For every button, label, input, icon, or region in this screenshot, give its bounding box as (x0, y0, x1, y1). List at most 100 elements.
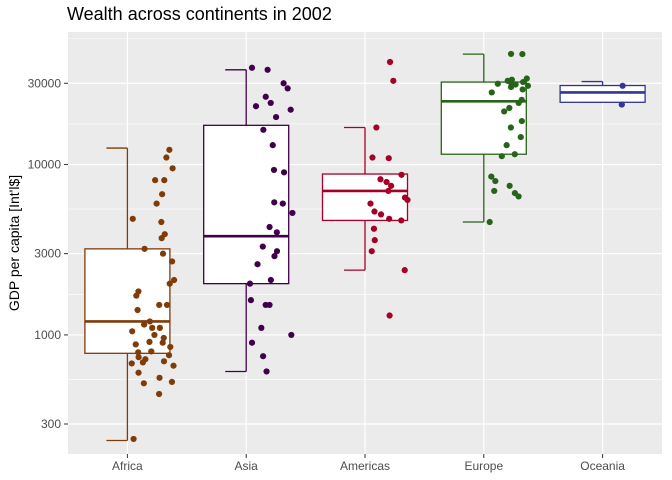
data-point (377, 211, 385, 218)
data-point (515, 99, 522, 107)
x-tick-label: Asia (235, 459, 259, 473)
data-point (161, 177, 168, 184)
y-axis: 300 1000 3000 10000 30000 (28, 76, 68, 431)
box-iqr (84, 248, 171, 354)
y-tick-label: 10000 (28, 158, 62, 172)
data-point (488, 173, 495, 180)
data-point (373, 124, 380, 131)
data-point (492, 177, 499, 185)
data-point (246, 280, 254, 287)
data-point (267, 99, 274, 107)
data-point (404, 196, 411, 204)
data-point (252, 103, 260, 110)
box-europe (440, 53, 527, 223)
data-point (511, 151, 518, 158)
data-point (140, 380, 147, 387)
data-point (280, 169, 288, 176)
box-iqr (559, 84, 646, 103)
data-point (135, 354, 142, 361)
data-point (146, 318, 153, 325)
data-point (263, 368, 270, 375)
data-point (518, 117, 525, 125)
x-tick-label: Americas (340, 459, 390, 473)
data-point (371, 237, 378, 244)
data-point (519, 51, 526, 58)
data-point (129, 215, 136, 222)
data-point (367, 200, 374, 207)
data-point (486, 218, 493, 226)
data-point (156, 374, 163, 381)
data-points (128, 50, 626, 443)
data-point (388, 182, 395, 189)
data-point (271, 199, 278, 206)
data-point (390, 77, 397, 84)
data-point (165, 352, 173, 359)
points-africa (128, 146, 178, 443)
box-americas (321, 126, 409, 271)
box-iqr (440, 81, 527, 155)
data-point (152, 177, 159, 184)
data-point (488, 89, 495, 96)
data-point (160, 334, 167, 342)
data-point (248, 64, 256, 71)
data-point (368, 248, 375, 255)
data-point (262, 301, 269, 309)
data-point (284, 85, 291, 92)
box-oceania (559, 80, 646, 103)
x-tick-label: Oceania (580, 459, 625, 473)
x-tick-label: Europe (464, 459, 503, 473)
data-point (503, 142, 510, 149)
x-axis: Africa Asia Americas Europe Oceania (112, 454, 625, 473)
data-point (158, 218, 165, 226)
data-point (247, 297, 255, 304)
x-tick-label: Africa (112, 459, 143, 473)
data-point (148, 348, 155, 355)
data-point (266, 223, 273, 231)
data-point (398, 217, 405, 224)
points-americas (367, 58, 411, 319)
data-point (139, 359, 147, 366)
data-point (171, 276, 178, 284)
data-point (370, 225, 378, 232)
data-point (260, 126, 267, 133)
data-point (163, 154, 170, 161)
data-point (134, 306, 141, 314)
y-axis-title: GDP per capita [Int'l$] (6, 175, 22, 311)
data-point (524, 82, 532, 89)
data-point (166, 146, 173, 153)
data-point (385, 155, 392, 162)
data-point (377, 176, 384, 183)
data-point (254, 261, 261, 268)
data-point (153, 200, 160, 207)
data-point (507, 50, 515, 58)
data-point (158, 235, 165, 242)
data-point (386, 312, 393, 319)
points-oceania (618, 82, 626, 108)
data-point (159, 250, 167, 257)
data-point (498, 153, 505, 160)
data-point (156, 390, 163, 398)
data-point (130, 435, 137, 443)
data-point (156, 324, 164, 331)
data-point (163, 301, 171, 309)
data-point (269, 142, 276, 149)
data-point (167, 343, 174, 351)
data-point (273, 248, 281, 255)
data-point (169, 165, 176, 172)
data-point (619, 82, 626, 89)
data-point (270, 166, 278, 174)
data-point (262, 93, 269, 100)
data-point (506, 104, 513, 112)
data-point (129, 328, 136, 335)
data-point (369, 154, 376, 161)
data-point (248, 339, 256, 346)
data-point (128, 360, 135, 367)
data-point (259, 243, 266, 250)
data-point (156, 301, 163, 309)
data-point (515, 193, 522, 200)
data-point (272, 113, 280, 121)
data-point (371, 208, 378, 215)
y-tick-label: 300 (41, 417, 61, 431)
data-point (258, 324, 265, 331)
